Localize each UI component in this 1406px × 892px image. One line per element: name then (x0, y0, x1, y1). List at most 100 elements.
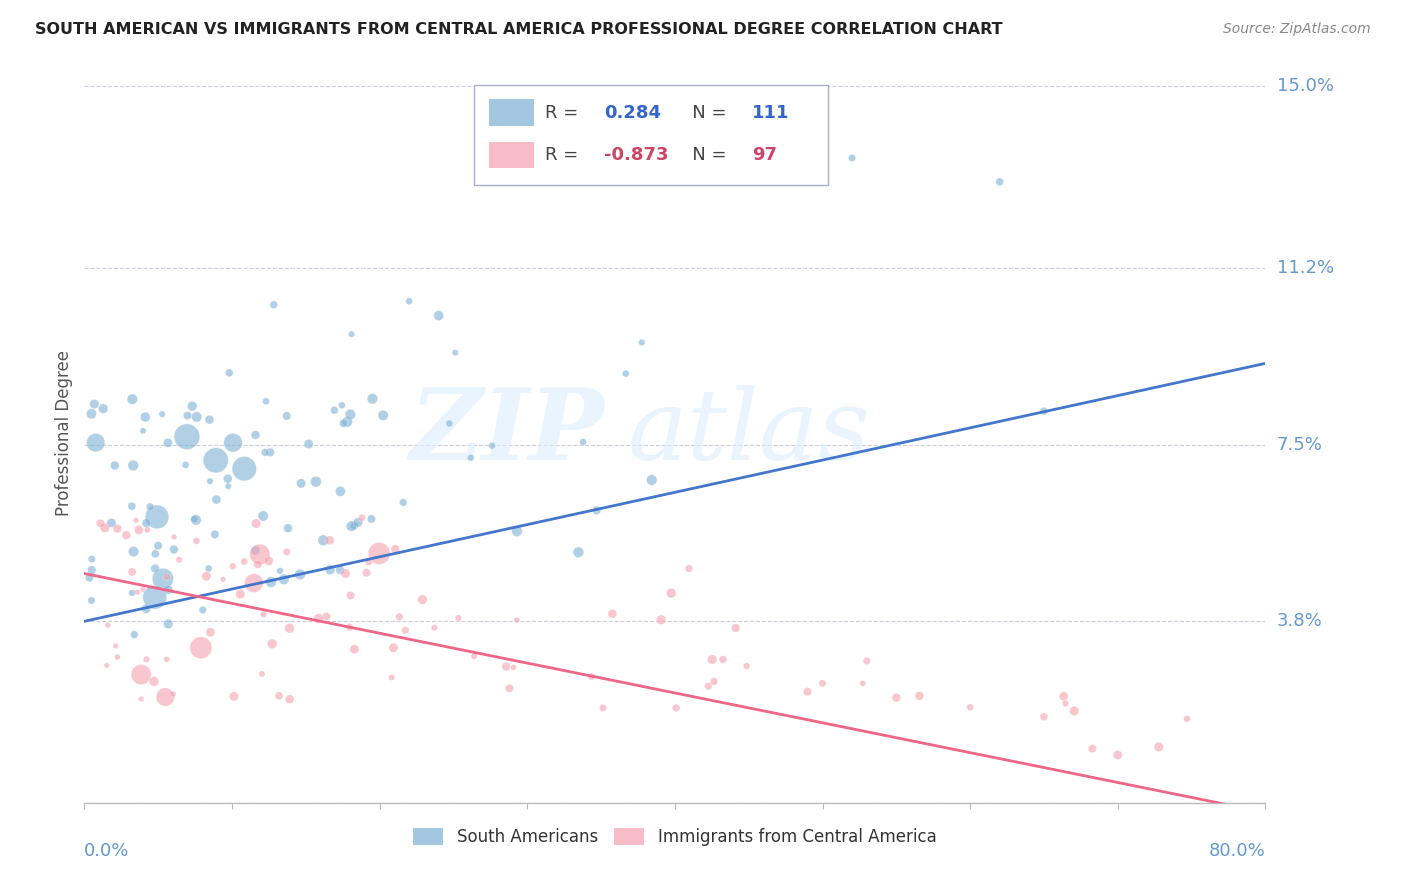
Point (143, 674, 166, 689)
Point (80, 552, 103, 566)
Point (267, 689, 290, 703)
Point (181, 399, 204, 413)
Point (121, 392, 143, 407)
Point (278, 692, 301, 706)
Point (233, 461, 256, 475)
Point (186, 533, 208, 548)
Text: -0.873: -0.873 (605, 146, 668, 164)
Point (79, 571, 101, 585)
Point (245, 428, 267, 442)
Point (197, 561, 219, 575)
Point (122, 458, 145, 473)
Point (128, 523, 150, 537)
Point (127, 585, 149, 599)
Point (567, 545, 589, 559)
Point (796, 685, 818, 699)
Point (423, 621, 446, 635)
Point (91, 401, 114, 416)
Point (204, 453, 226, 467)
FancyBboxPatch shape (489, 142, 534, 169)
Point (243, 576, 266, 591)
Point (257, 554, 280, 568)
Point (886, 690, 908, 705)
Point (90, 516, 112, 531)
Point (356, 566, 378, 580)
Point (132, 582, 155, 597)
Point (198, 412, 221, 426)
Text: 111: 111 (752, 103, 789, 122)
Point (388, 609, 411, 624)
Point (1053, 690, 1076, 704)
Point (697, 679, 720, 693)
Point (156, 435, 179, 450)
Point (246, 558, 269, 572)
Point (212, 573, 235, 587)
Point (121, 565, 143, 579)
Point (373, 409, 395, 423)
Point (1033, 710, 1056, 724)
Point (157, 617, 180, 632)
Point (463, 648, 485, 663)
Text: SOUTH AMERICAN VS IMMIGRANTS FROM CENTRAL AMERICA PROFESSIONAL DEGREE CORRELATIO: SOUTH AMERICAN VS IMMIGRANTS FROM CENTRA… (35, 22, 1002, 37)
Point (195, 569, 218, 583)
Point (288, 567, 311, 582)
Point (105, 522, 128, 536)
Point (959, 700, 981, 714)
Point (811, 165, 834, 179)
Point (205, 492, 228, 507)
Point (233, 555, 256, 569)
Point (361, 392, 384, 406)
Point (1175, 712, 1198, 726)
Point (174, 458, 197, 472)
Point (143, 561, 166, 575)
Point (343, 518, 366, 533)
Point (394, 624, 416, 638)
Point (276, 545, 298, 559)
Text: R =: R = (546, 146, 583, 164)
Point (811, 676, 834, 690)
Point (245, 516, 267, 531)
Point (122, 544, 145, 558)
Point (339, 589, 361, 603)
Point (427, 309, 450, 323)
Point (162, 687, 184, 701)
Point (163, 530, 186, 544)
Point (184, 513, 207, 527)
Point (104, 639, 127, 653)
Text: 97: 97 (752, 146, 776, 164)
Point (218, 366, 240, 380)
Point (308, 612, 330, 626)
Point (132, 424, 155, 438)
Point (1081, 741, 1104, 756)
Point (360, 512, 382, 526)
Point (329, 484, 352, 499)
Point (312, 533, 335, 548)
Point (602, 607, 624, 621)
Point (335, 566, 357, 581)
FancyBboxPatch shape (489, 99, 534, 126)
Point (157, 582, 180, 597)
Point (143, 591, 166, 605)
Point (1063, 704, 1085, 718)
Point (614, 367, 637, 381)
Point (856, 654, 879, 668)
Point (1147, 739, 1170, 754)
Point (121, 586, 143, 600)
Point (124, 627, 146, 641)
Point (384, 542, 406, 557)
Point (630, 335, 652, 350)
Point (330, 398, 353, 412)
Text: 0.284: 0.284 (605, 103, 661, 122)
Point (460, 450, 482, 465)
Point (121, 499, 143, 513)
Point (135, 516, 157, 531)
Point (368, 546, 391, 560)
Text: 11.2%: 11.2% (1277, 259, 1334, 277)
Point (250, 667, 273, 681)
Point (190, 640, 212, 655)
Point (411, 592, 433, 607)
Point (262, 637, 284, 651)
Point (277, 521, 299, 535)
Point (336, 415, 359, 429)
Point (1107, 747, 1129, 762)
